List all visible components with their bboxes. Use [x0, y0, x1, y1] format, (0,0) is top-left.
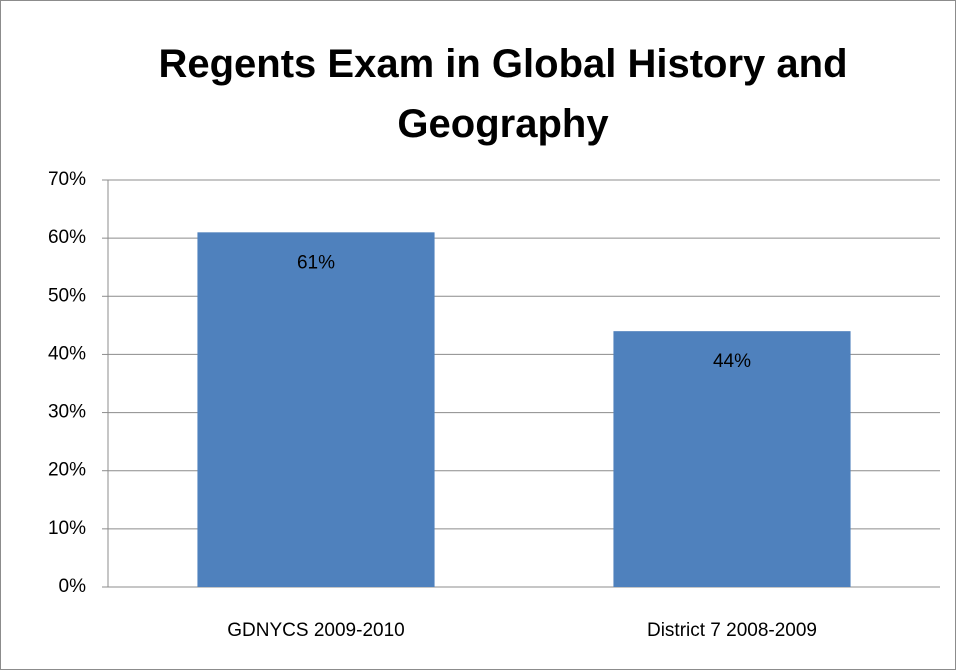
x-tick-label: District 7 2008-2009	[647, 620, 817, 641]
chart-title: Regents Exam in Global History and Geogr…	[158, 42, 848, 146]
y-tick-label: 0%	[59, 576, 87, 597]
y-tick-label: 30%	[48, 402, 86, 423]
bar	[197, 232, 435, 588]
y-tick-label: 20%	[48, 460, 86, 481]
y-tick-label: 70%	[48, 169, 86, 190]
x-tick-label: GDNYCS 2009-2010	[227, 620, 404, 641]
y-tick-label: 60%	[48, 227, 86, 248]
y-tick-label: 50%	[48, 285, 86, 306]
data-label: 61%	[297, 252, 335, 273]
y-tick-label: 40%	[48, 343, 86, 364]
y-tick-label: 10%	[48, 518, 86, 539]
bar	[613, 331, 851, 587]
data-label: 44%	[713, 351, 751, 372]
